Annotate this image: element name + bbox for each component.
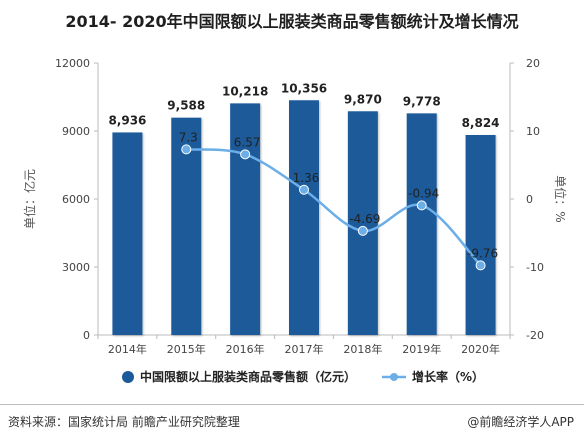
bar-value-label: 10,356 [281,81,327,95]
bar-series [112,100,496,336]
legend-bar-swatch [122,371,134,383]
bar-value-label: 9,778 [403,94,441,108]
x-tick-label: 2019年 [402,342,441,356]
data-labels: 8,936 9,588 10,218 10,356 9,870 9,778 8,824 7.3… [108,81,499,260]
legend-bar-label: 中国限额以上服装类商品零售额（亿元） [140,369,356,384]
left-tick-label: 9000 [62,125,90,138]
x-tick-label: 2015年 [167,342,206,356]
bar [112,132,143,335]
bar-value-label: 8,824 [462,116,500,130]
right-tick-label: 20 [526,57,540,70]
growth-point [240,149,251,160]
bar [406,113,437,336]
x-tick-label: 2014年 [108,342,147,356]
chart-title: 2014- 2020年中国限额以上服装类商品零售额统计及增长情况 [65,12,519,31]
growth-point [475,260,486,271]
growth-value-label: 7.3 [179,130,198,144]
right-tick-label: -10 [526,261,544,274]
bar [230,103,261,335]
left-tick-label: 12000 [55,57,90,70]
growth-value-label: -0.94 [408,186,439,200]
bar-value-label: 9,870 [344,92,382,106]
legend-line-label: 增长率（%） [412,369,484,384]
bar-value-label: 9,588 [167,99,205,113]
combo-chart: 0 3000 6000 9000 12000 -20 -10 0 10 20 2014年 2015年 2… [22,57,568,384]
growth-value-label: -9.76 [467,246,498,260]
bar [289,100,319,335]
credit-note: @前瞻经济学人APP [467,415,574,429]
bar [465,134,496,335]
growth-point [416,200,427,211]
growth-point [299,184,309,195]
right-tick-label: -20 [526,329,544,342]
growth-line-series [181,144,486,271]
growth-value-label: 6.57 [234,135,261,149]
bar-value-label: 8,936 [108,113,146,127]
growth-point [181,144,192,155]
footer: 资料来源：国家统计局 前瞻产业研究院整理 @前瞻经济学人APP [0,404,584,437]
left-tick-label: 0 [83,329,90,342]
left-tick-label: 3000 [62,261,90,274]
x-tick-label: 2016年 [226,342,265,356]
x-tick-label: 2018年 [343,342,382,356]
right-tick-label: 0 [526,193,533,206]
legend-line-marker [390,373,398,381]
bar [347,111,378,335]
axes: 0 3000 6000 9000 12000 -20 -10 0 10 20 2014年 2015年 2… [22,57,568,356]
left-tick-label: 6000 [62,193,90,206]
left-axis-title: 单位：亿元 [22,169,37,229]
right-tick-label: 10 [526,125,540,138]
x-tick-label: 2017年 [285,342,324,356]
growth-point [357,225,368,236]
growth-value-label: 1.36 [293,171,320,185]
x-tick-label: 2020年 [461,342,500,356]
legend: 中国限额以上服装类商品零售额（亿元） 增长率（%） [122,369,484,384]
growth-value-label: -4.69 [349,212,380,226]
source-note: 资料来源：国家统计局 前瞻产业研究院整理 [8,415,240,429]
right-axis-title: 单位：% [553,175,568,222]
bar-value-label: 10,218 [222,84,268,98]
